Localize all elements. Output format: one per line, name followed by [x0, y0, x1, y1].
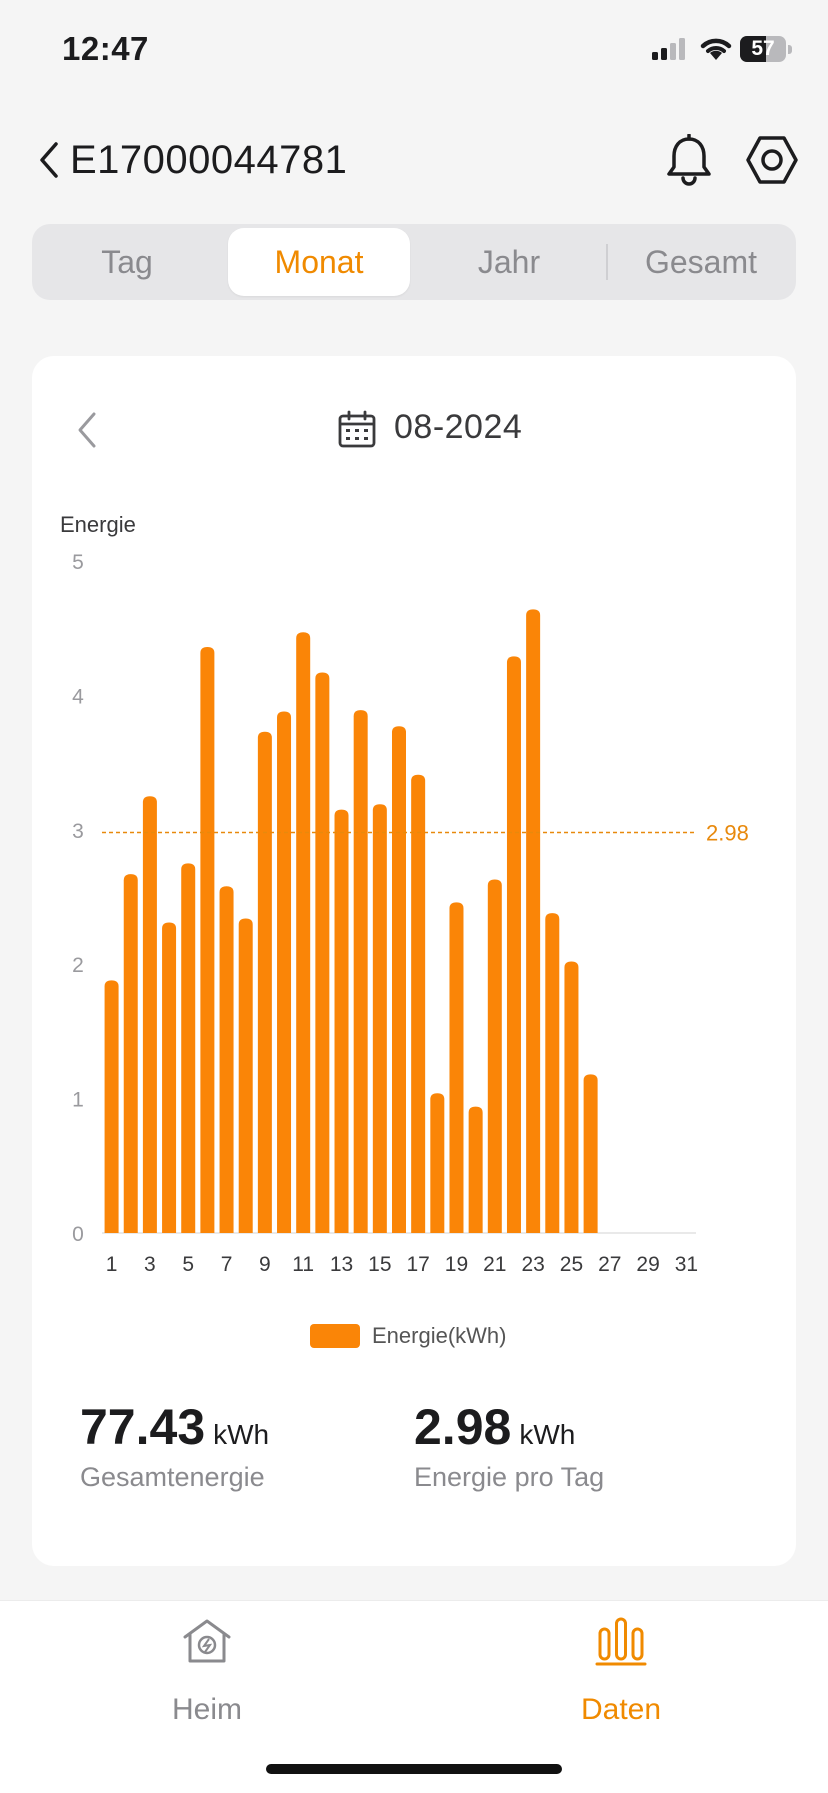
x-tick-label: 7: [221, 1253, 233, 1276]
x-tick-label: 19: [445, 1253, 468, 1276]
nav-daten[interactable]: Daten: [521, 1601, 721, 1741]
nav-heim-label: Heim: [171, 1693, 242, 1726]
bar-day-7: [219, 886, 234, 1233]
bar-day-25: [564, 961, 579, 1233]
x-tick-label: 23: [521, 1253, 544, 1276]
average-line-label: 2.98: [706, 820, 749, 845]
nav-heim[interactable]: Heim: [107, 1601, 307, 1741]
device-id-title: E17000044781: [70, 138, 348, 182]
bar-day-20: [468, 1106, 483, 1233]
header: E17000044781: [0, 120, 828, 200]
bar-day-8: [238, 918, 253, 1233]
y-tick-label: 5: [72, 551, 84, 574]
bell-icon[interactable]: [664, 134, 714, 186]
energy-card: 08-2024 Energie 0 1 2 3 4 5 1 3 5 7 9 11 13 15 17 19 21 23…: [32, 356, 796, 1566]
y-tick-label: 0: [72, 1223, 84, 1246]
bar-day-11: [296, 632, 311, 1233]
x-tick-label: 13: [330, 1253, 353, 1276]
y-tick-label: 2: [72, 954, 84, 977]
x-tick-label: 11: [292, 1253, 314, 1276]
cellular-signal-icon: [652, 38, 685, 60]
battery-icon: 57: [740, 36, 792, 64]
battery-level: 57: [751, 37, 775, 60]
bar-day-6: [200, 647, 215, 1233]
tab-monat[interactable]: Monat: [228, 228, 410, 296]
house-icon: [183, 1619, 231, 1663]
bar-day-17: [411, 774, 426, 1233]
bar-day-13: [334, 809, 349, 1233]
tab-tag[interactable]: Tag: [101, 244, 153, 280]
x-tick-label: 25: [560, 1253, 583, 1276]
daily-energy-value: 2.98: [414, 1399, 512, 1455]
x-tick-label: 3: [144, 1253, 156, 1276]
bar-day-16: [392, 726, 406, 1233]
bar-day-22: [506, 656, 521, 1233]
daily-energy-caption: Energie pro Tag: [414, 1462, 605, 1492]
bar-day-5: [181, 863, 196, 1233]
legend-swatch: [310, 1324, 360, 1348]
y-axis-title: Energie: [60, 512, 136, 537]
total-energy-value: 77.43: [80, 1399, 206, 1455]
y-tick-label: 3: [72, 820, 84, 843]
bar-day-2: [123, 874, 138, 1233]
x-tick-label: 17: [406, 1253, 429, 1276]
x-tick-label: 9: [259, 1253, 271, 1276]
home-indicator: [266, 1764, 562, 1774]
bottom-tab-bar: Heim Daten: [0, 1600, 828, 1793]
legend-label: Energie(kWh): [372, 1323, 507, 1348]
bar-day-15: [372, 804, 387, 1233]
status-time: 12:47: [62, 30, 149, 67]
total-energy-caption: Gesamtenergie: [80, 1462, 265, 1492]
bar-day-21: [487, 879, 502, 1233]
x-tick-label: 5: [182, 1253, 194, 1276]
tab-jahr[interactable]: Jahr: [477, 244, 541, 280]
bar-day-9: [257, 731, 272, 1233]
bar-day-10: [277, 711, 292, 1233]
bar-day-18: [430, 1093, 445, 1233]
nav-daten-label: Daten: [580, 1693, 662, 1726]
previous-month-chevron-icon[interactable]: [72, 408, 102, 452]
calendar-icon[interactable]: [338, 410, 376, 448]
y-tick-label: 1: [72, 1089, 84, 1112]
total-energy-stat: 77.43 kWh Gesamtenergie: [80, 1398, 269, 1493]
bar-day-26: [583, 1074, 598, 1233]
x-tick-label: 1: [106, 1253, 118, 1276]
x-tick-label: 27: [598, 1253, 621, 1276]
bar-day-1: [104, 980, 119, 1233]
total-energy-unit: kWh: [213, 1419, 270, 1450]
period-segmented-control: Tag Monat Jahr Gesamt: [32, 224, 796, 300]
x-tick-label: 21: [483, 1253, 506, 1276]
back-chevron-icon[interactable]: [34, 140, 64, 180]
bar-day-24: [545, 913, 560, 1233]
bar-day-19: [449, 902, 464, 1233]
bar-day-3: [142, 796, 157, 1233]
x-tick-label: 29: [636, 1253, 659, 1276]
x-tick-label: 15: [368, 1253, 391, 1276]
daily-energy-stat: 2.98 kWh Energie pro Tag: [414, 1398, 604, 1493]
bar-chart-icon: [595, 1617, 647, 1666]
bar-day-23: [526, 609, 541, 1233]
y-tick-label: 4: [72, 685, 84, 708]
status-bar: 12:47 57: [0, 0, 828, 100]
settings-gear-icon[interactable]: [744, 132, 800, 188]
wifi-icon: [700, 38, 732, 60]
bar-day-4: [162, 922, 177, 1233]
bar-day-14: [353, 710, 368, 1233]
selected-month[interactable]: 08-2024: [394, 408, 523, 446]
tab-divider: [606, 244, 608, 280]
x-tick-label: 31: [675, 1253, 698, 1276]
bar-day-12: [315, 672, 330, 1233]
daily-energy-unit: kWh: [519, 1419, 576, 1450]
tab-gesamt[interactable]: Gesamt: [644, 244, 758, 280]
